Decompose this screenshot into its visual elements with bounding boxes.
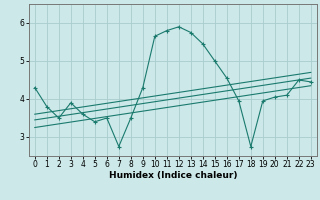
X-axis label: Humidex (Indice chaleur): Humidex (Indice chaleur) [108, 171, 237, 180]
